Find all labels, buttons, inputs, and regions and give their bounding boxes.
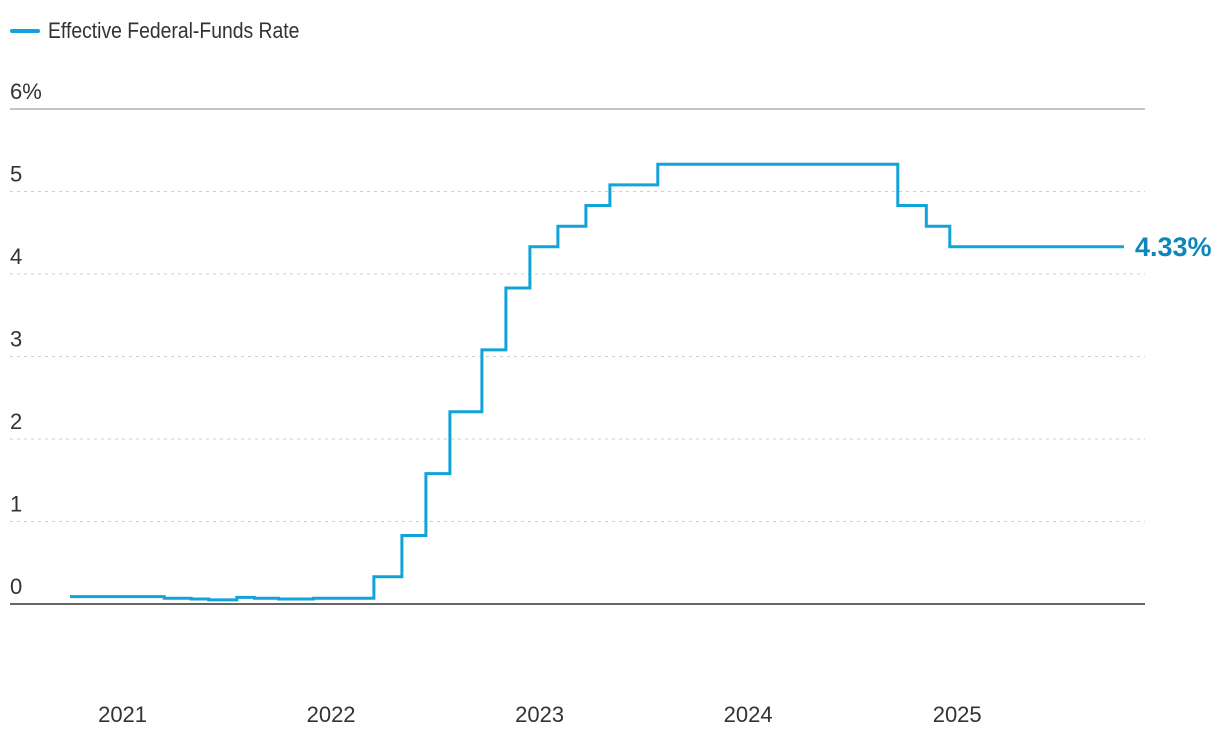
legend: Effective Federal-Funds Rate [10, 18, 334, 44]
legend-label: Effective Federal-Funds Rate [48, 18, 300, 43]
x-tick-label: 2024 [724, 702, 773, 727]
end-value-label: 4.33% [1135, 232, 1212, 262]
x-tick-label: 2022 [307, 702, 356, 727]
x-tick-label: 2021 [98, 702, 147, 727]
x-tick-label: 2025 [933, 702, 982, 727]
series-line-effective-federal-funds-rate [70, 162, 1124, 602]
y-tick-label: 3 [10, 327, 22, 352]
y-tick-label: 4 [10, 244, 22, 269]
y-tick-label: 6% [10, 79, 42, 104]
x-tick-label: 2023 [515, 702, 564, 727]
legend-swatch [10, 29, 40, 33]
y-tick-label: 0 [10, 574, 22, 599]
y-tick-label: 5 [10, 162, 22, 187]
y-tick-label: 1 [10, 492, 22, 517]
y-tick-label: 2 [10, 409, 22, 434]
